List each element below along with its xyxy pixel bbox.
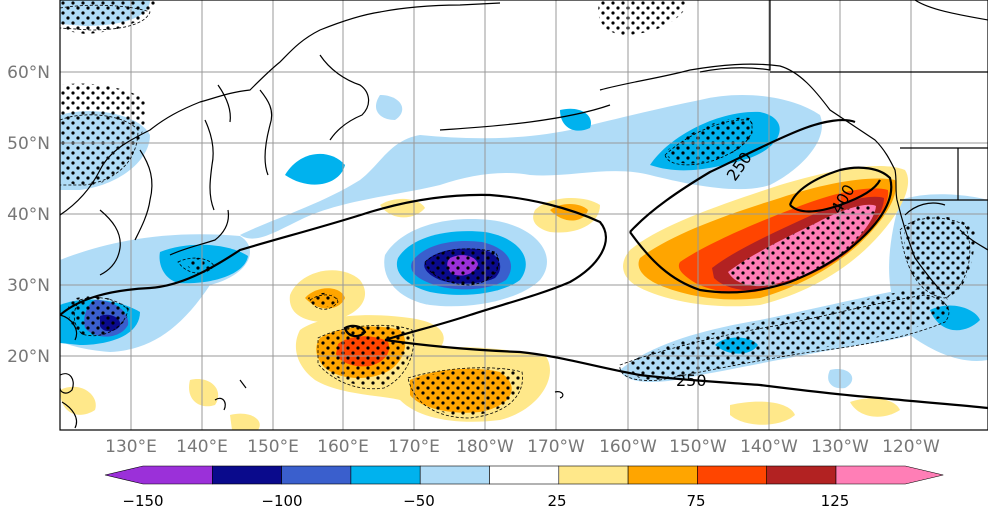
colorbar-segment	[627, 465, 698, 485]
colorbar-segment	[697, 465, 768, 485]
colorbar-segment	[104, 465, 213, 485]
lat-label-50n: 50°N	[7, 134, 50, 154]
graticule	[60, 0, 988, 430]
colorbar-segment	[419, 465, 490, 485]
colorbar-segment	[766, 465, 837, 485]
lon-label-150w: 150°W	[669, 437, 727, 457]
colorbar-segment	[835, 465, 944, 485]
colorbar-segment	[489, 465, 560, 485]
latitude-labels: 60°N 50°N 40°N 30°N 20°N	[7, 63, 50, 367]
colorbar-label-125: 125	[821, 492, 850, 510]
lat-label-40n: 40°N	[7, 205, 50, 225]
lon-label-170e: 170°E	[388, 437, 440, 457]
lat-label-60n: 60°N	[7, 63, 50, 83]
colorbar-label-75: 75	[686, 492, 705, 510]
longitude-labels: 130°E 140°E 150°E 160°E 170°E 180°W 170°…	[105, 437, 940, 457]
colorbar: −150 −100 −50 25 75 125	[104, 465, 944, 510]
lon-label-180w: 180°W	[456, 437, 514, 457]
lat-label-20n: 20°N	[7, 347, 50, 367]
colorbar-tick-labels: −150 −100 −50 25 75 125	[122, 492, 849, 510]
colorbar-segment	[212, 465, 282, 485]
colorbar-segment	[281, 465, 352, 485]
contour-label-250-south: 250	[676, 371, 707, 390]
lon-label-140e: 140°E	[176, 437, 228, 457]
map-frame	[59, 0, 988, 431]
colorbar-segment	[350, 465, 421, 485]
dashed-contours	[60, 4, 971, 419]
lon-label-130e: 130°E	[105, 437, 157, 457]
colorbar-label-minus150: −150	[122, 492, 163, 510]
lon-label-160e: 160°E	[317, 437, 369, 457]
colorbar-segment	[558, 465, 629, 485]
lon-label-160w: 160°W	[599, 437, 657, 457]
lon-label-120w: 120°W	[882, 437, 940, 457]
lon-label-140w: 140°W	[740, 437, 798, 457]
map-panel: 250 250 400 60°N 50°N 40°N 30°N 20°N	[7, 0, 988, 431]
colorbar-label-minus50: −50	[403, 492, 435, 510]
lon-label-150e: 150°E	[247, 437, 299, 457]
significance-stippling	[60, 0, 975, 416]
colorbar-label-minus100: −100	[261, 492, 302, 510]
colorbar-label-25: 25	[547, 492, 566, 510]
colorbar-segments	[104, 465, 944, 485]
lon-label-170w: 170°W	[527, 437, 585, 457]
coastlines	[60, 0, 988, 429]
contour-lines	[60, 119, 988, 410]
lat-label-30n: 30°N	[7, 276, 50, 296]
lon-label-130w: 130°W	[811, 437, 869, 457]
